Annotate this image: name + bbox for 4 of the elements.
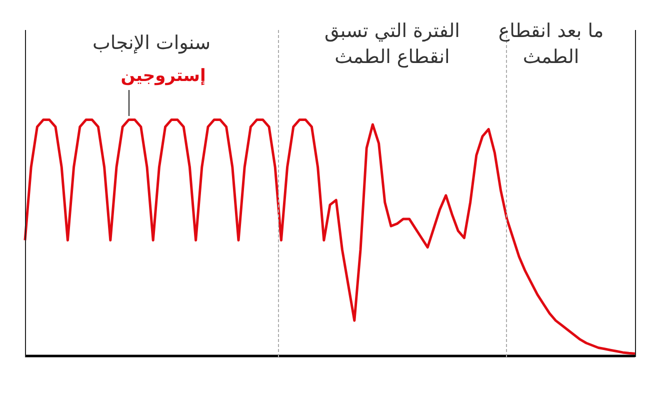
text: إستروجين <box>120 66 206 86</box>
text: ما بعد انقطاع الطمث <box>497 20 605 70</box>
text: الفترة التي تسبق انقطاع الطمث <box>324 19 461 70</box>
text: سنوات الإنجاب <box>92 31 212 56</box>
